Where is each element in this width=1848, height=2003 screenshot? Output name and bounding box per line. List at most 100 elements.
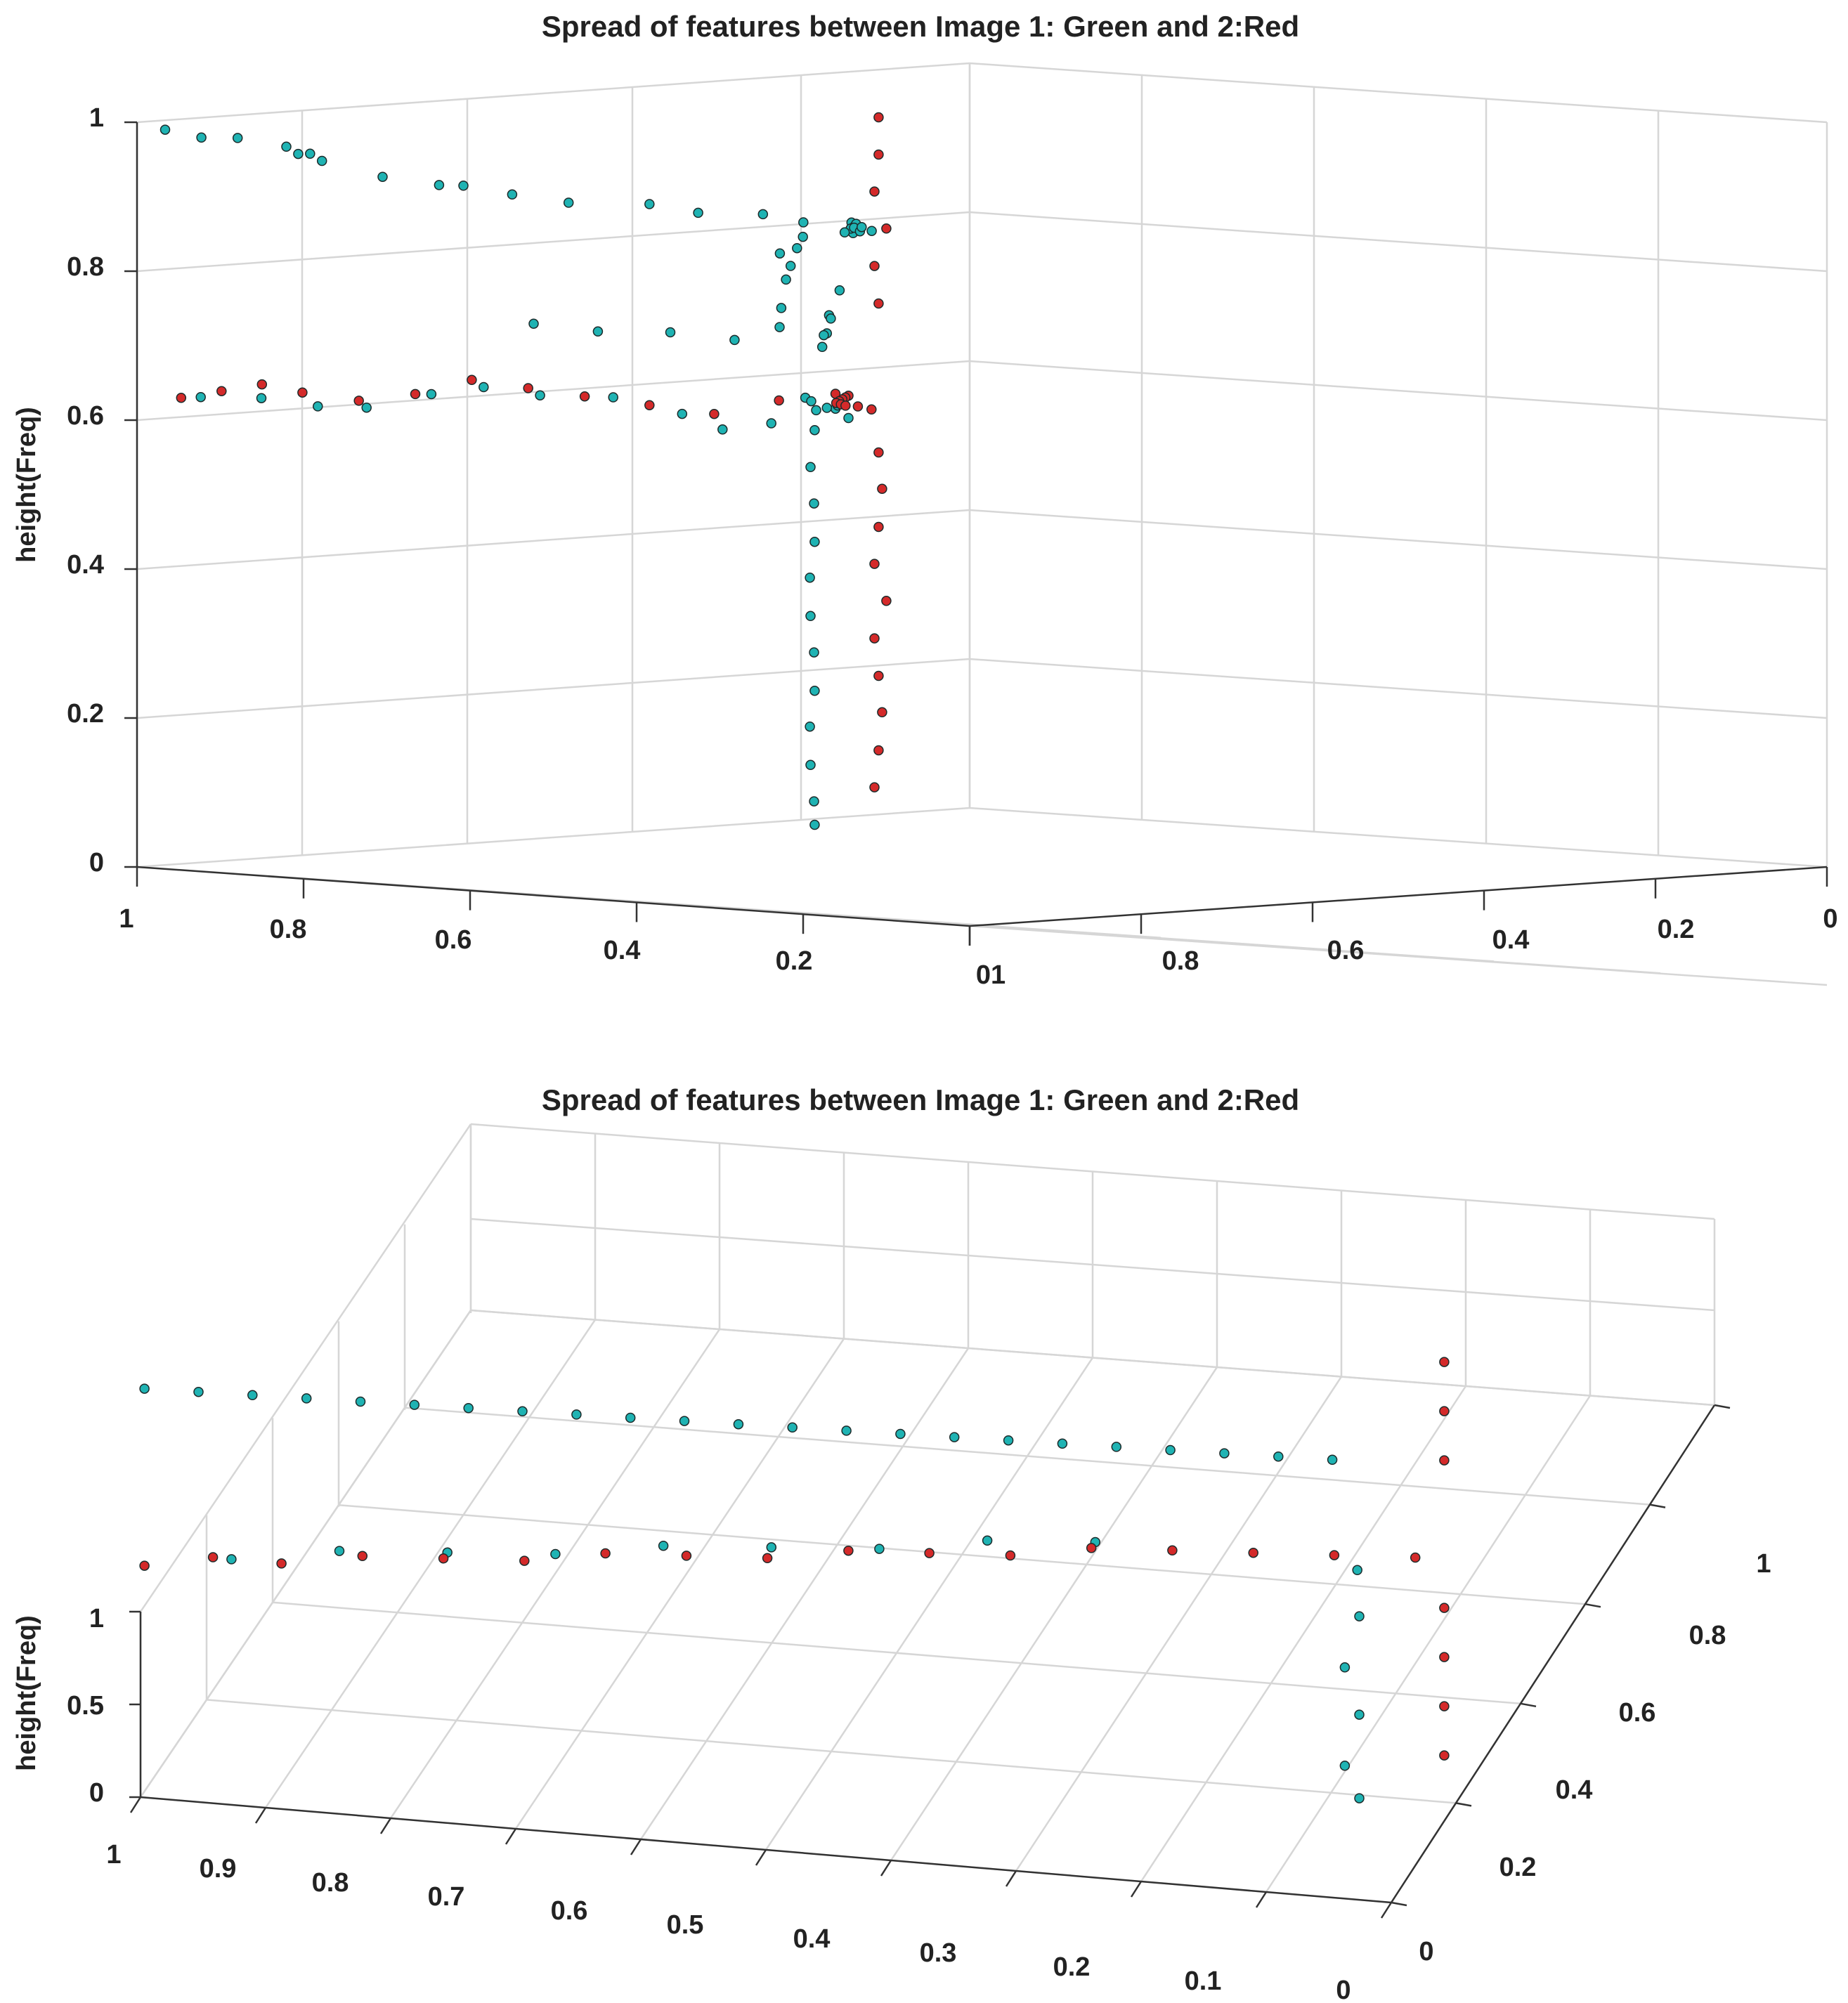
bottom-y-axis-tick [1391,1901,1407,1907]
top-green-point [805,721,815,732]
top-data-points [160,112,892,830]
bottom-green-point [1327,1454,1338,1466]
bottom-green-point [1339,1662,1351,1673]
bottom-x-tick-8: 0.2 [1053,1952,1091,1982]
top-green-point [693,207,703,218]
top-right-floor-axis [969,866,1828,927]
bottom-green-point [625,1412,636,1423]
bottom-side-wall-top [139,1123,472,1612]
bottom-green-point [658,1540,669,1551]
top-green-point [313,401,323,412]
top-floor-grid [969,925,1828,986]
top-green-point [644,199,655,209]
chart-top: Spread of features between Image 1: Gree… [12,10,1838,990]
bottom-red-point [139,1560,150,1571]
top-red-point [869,782,880,792]
bottom-z-tick-1: 0.5 [67,1691,104,1721]
top-green-point [834,285,845,296]
top-right-tick-0: 0.8 [1162,946,1199,976]
bottom-x-axis-tick [755,1849,767,1866]
top-red-point [873,112,884,123]
bottom-red-point [1248,1547,1258,1558]
bottom-green-point [571,1409,582,1420]
bottom-y-tick-labels: 0 0.2 0.4 0.6 0.8 1 [1419,1549,1771,1966]
top-green-point [535,390,545,400]
top-left-tick-0: 1 [119,904,134,934]
top-green-point [809,498,819,509]
bottom-y-axis-tick [1585,1603,1601,1608]
bottom-green-point [1354,1793,1365,1803]
bottom-green-point [550,1548,561,1560]
bottom-floor-grid-y [639,1348,970,1840]
bottom-floor-grid-y [764,1357,1094,1851]
top-red-point [881,223,892,234]
top-grid-hline [136,62,970,124]
bottom-floor-grid-y [1015,1376,1343,1872]
top-green-point [458,181,469,191]
top-green-point [434,180,445,190]
bottom-x-axis-tick [630,1839,642,1855]
top-green-point [293,148,304,159]
top-red-point [774,395,784,406]
bottom-green-point [841,1425,852,1436]
bottom-x-axis-tick [1130,1881,1143,1898]
top-right-tick-4: 0 [1823,904,1837,934]
bottom-red-point [1410,1552,1421,1563]
top-left-tick-1: 0.8 [270,915,307,944]
bottom-green-point [301,1393,312,1404]
top-green-point [809,819,820,830]
bottom-green-point [949,1432,960,1442]
bottom-y-axis-tick [1714,1404,1731,1409]
top-z-tick-5: 1 [89,103,104,133]
bottom-green-point [733,1418,744,1430]
top-grid-hline [969,62,1828,124]
top-green-point [160,124,171,135]
top-red-point [353,396,364,406]
bottom-floor-grid-y [1265,1395,1592,1893]
bottom-green-point [1352,1565,1362,1576]
top-red-point [176,393,187,403]
bottom-green-point [1165,1444,1176,1456]
top-grid-hline [136,658,970,719]
top-green-point [316,155,327,167]
top-grid-hline [969,658,1828,719]
bottom-green-point [334,1546,345,1556]
top-red-point [873,521,884,533]
top-grid-hline [969,807,1828,868]
bottom-green-point [193,1386,204,1397]
bottom-y-axis-tick [1455,1802,1472,1807]
top-green-point [809,424,820,436]
top-shared-corner-tick: 01 [976,960,1006,990]
bottom-green-point [1003,1435,1014,1446]
top-green-point [377,171,388,182]
bottom-x-tick-4: 0.6 [551,1896,588,1926]
top-green-point [717,424,728,435]
top-red-point [410,389,421,400]
top-grid-hline [136,807,970,868]
top-green-point [776,303,787,313]
top-z-tick-1: 0.2 [67,699,104,729]
top-red-point [869,633,880,644]
top-green-point [196,132,207,143]
top-green-point [809,796,819,807]
top-right-tick-2: 0.4 [1492,925,1530,955]
bottom-floor-grid-y [1140,1385,1467,1882]
top-green-point [677,408,688,419]
top-z-tick-3: 0.6 [67,401,104,431]
bottom-x-tick-6: 0.4 [793,1924,831,1954]
top-green-point [507,189,518,200]
bottom-red-point [1439,1357,1450,1367]
top-left-tick-4: 0.2 [776,946,813,976]
top-red-point [866,404,877,415]
bottom-red-point [438,1553,449,1564]
bottom-green-point [409,1400,420,1410]
top-grid-hline [136,509,970,570]
top-z-tick-labels: 0 0.2 0.4 0.6 0.8 1 [67,103,104,877]
top-green-point [809,536,820,547]
top-green-point [792,242,802,254]
bottom-green-point [1273,1451,1284,1462]
bottom-z-tick-2: 1 [89,1604,104,1633]
bottom-red-point [1167,1545,1178,1556]
bottom-y-tick-1: 0.2 [1499,1853,1537,1882]
bottom-x-axis-tick [1380,1902,1393,1919]
